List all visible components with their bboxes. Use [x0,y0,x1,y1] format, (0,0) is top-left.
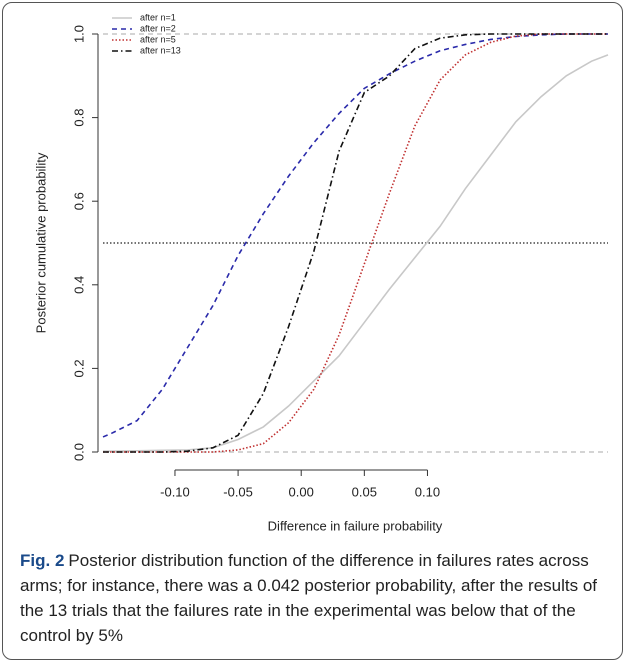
y-tick-label: 1.0 [71,25,86,43]
y-tick-label: 0.6 [71,192,86,210]
y-tick-label: 0.0 [71,443,86,461]
y-tick-label: 0.2 [71,359,86,377]
legend-label: after n=5 [140,34,176,44]
caption: Fig. 2 Posterior distribution function of… [20,548,610,648]
y-tick-label: 0.8 [71,109,86,127]
x-tick-label: -0.10 [160,484,190,499]
caption-text: Posterior distribution function of the d… [20,551,598,645]
series-line [103,54,609,452]
caption-label: Fig. 2 [20,551,65,570]
x-tick-label: 0.00 [289,484,314,499]
legend-label: after n=13 [140,45,181,55]
chart: Posterior cumulative probability Differe… [33,12,609,533]
legend-label: after n=1 [140,12,176,22]
series-line [102,33,608,438]
x-tick-label: 0.05 [352,484,377,499]
series-line [103,33,608,453]
y-axis-label: Posterior cumulative probability [33,152,48,333]
x-axis-label: Difference in failure probability [268,518,443,533]
legend-label: after n=2 [140,23,176,33]
series-line [103,33,608,453]
x-tick-label: -0.05 [223,484,253,499]
x-tick-label: 0.10 [415,484,440,499]
y-tick-label: 0.4 [71,276,86,294]
